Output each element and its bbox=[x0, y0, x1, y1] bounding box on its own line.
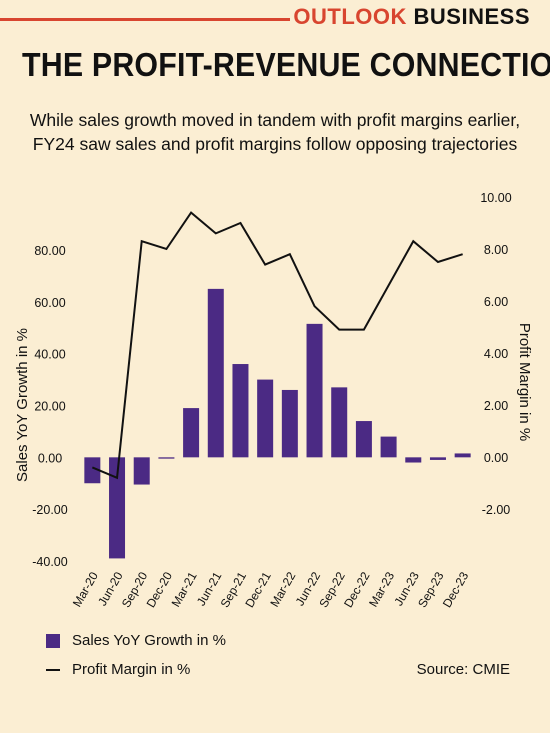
y2-tick-label: 2.00 bbox=[484, 399, 508, 413]
y-tick-label: 40.00 bbox=[34, 348, 65, 362]
legend-item-profit: Profit Margin in % bbox=[46, 661, 190, 678]
bar bbox=[183, 408, 200, 458]
legend-line-swatch bbox=[46, 668, 60, 671]
bar bbox=[257, 379, 274, 458]
legend-sales-label: Sales YoY Growth in % bbox=[72, 632, 226, 649]
y-tick-label: -20.00 bbox=[32, 503, 67, 517]
header-rule bbox=[0, 18, 290, 21]
x-tick-label: Mar-22 bbox=[267, 569, 298, 609]
y-tick-label: 0.00 bbox=[38, 451, 62, 465]
y2-axis-title: Profit Margin in % bbox=[516, 323, 533, 441]
x-tick-label: Mar-21 bbox=[169, 569, 200, 609]
chart-subtitle: While sales growth moved in tandem with … bbox=[10, 108, 540, 156]
chart-title: THE PROFIT-REVENUE CONNECTION bbox=[22, 46, 550, 83]
y2-tick-label: -2.00 bbox=[482, 503, 511, 517]
bar bbox=[355, 421, 372, 458]
bar bbox=[429, 457, 446, 460]
legend-profit-label: Profit Margin in % bbox=[72, 661, 191, 678]
y-tick-label: 60.00 bbox=[34, 296, 65, 310]
y2-tick-label: 0.00 bbox=[484, 451, 508, 465]
source-note: Source: CMIE bbox=[416, 661, 510, 678]
bar bbox=[109, 457, 126, 559]
subtitle-line-2: FY24 saw sales and profit margins follow… bbox=[32, 134, 518, 154]
bar bbox=[306, 323, 323, 458]
bar bbox=[405, 457, 422, 463]
bar bbox=[232, 364, 249, 458]
brand-word-business: BUSINESS bbox=[413, 4, 530, 29]
brand-word-outlook: OUTLOOK bbox=[293, 4, 407, 29]
bar bbox=[380, 436, 397, 458]
y2-tick-label: 6.00 bbox=[484, 295, 508, 309]
x-tick-label: Mar-23 bbox=[366, 569, 397, 609]
bar bbox=[454, 453, 471, 458]
y2-tick-label: 10.00 bbox=[480, 191, 511, 205]
bar bbox=[207, 288, 224, 458]
y-tick-label: -40.00 bbox=[32, 555, 67, 569]
legend-item-sales: Sales YoY Growth in % bbox=[46, 632, 226, 649]
y-tick-label: 20.00 bbox=[34, 400, 65, 414]
bar bbox=[84, 457, 101, 484]
profit-margin-line bbox=[91, 211, 463, 480]
subtitle-line-1: While sales growth moved in tandem with … bbox=[29, 110, 521, 130]
x-tick-label: Mar-20 bbox=[70, 569, 101, 609]
y2-tick-label: 4.00 bbox=[484, 347, 508, 361]
y-axis-title: Sales YoY Growth in % bbox=[14, 328, 31, 482]
brand-logo: OUTLOOK BUSINESS bbox=[293, 4, 530, 30]
bar bbox=[331, 387, 348, 458]
y2-tick-label: 8.00 bbox=[484, 243, 508, 257]
y-tick-label: 80.00 bbox=[34, 244, 65, 258]
bar bbox=[281, 389, 298, 458]
bar bbox=[158, 457, 175, 459]
bar bbox=[133, 457, 150, 485]
legend-bar-swatch bbox=[46, 633, 60, 648]
